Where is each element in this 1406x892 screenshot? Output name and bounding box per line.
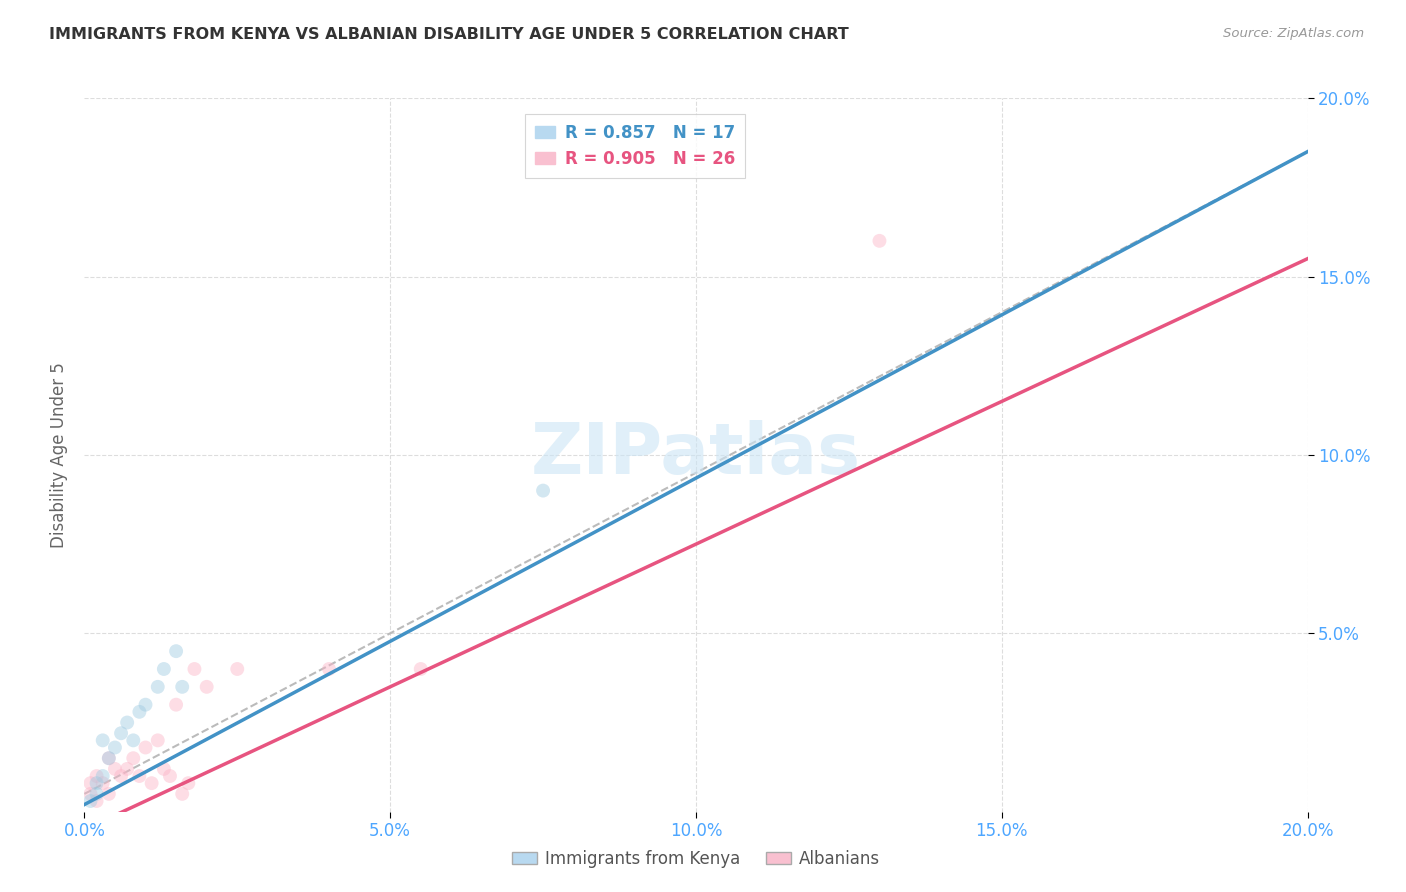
Text: Source: ZipAtlas.com: Source: ZipAtlas.com — [1223, 27, 1364, 40]
Point — [869, 234, 891, 248]
Point — [86, 776, 108, 790]
Point — [195, 680, 218, 694]
Point — [177, 776, 200, 790]
Point — [165, 644, 187, 658]
Point — [146, 680, 169, 694]
Point — [97, 787, 120, 801]
Point — [115, 762, 138, 776]
Point — [79, 776, 101, 790]
Point — [97, 751, 120, 765]
Point — [122, 733, 145, 747]
Point — [409, 662, 432, 676]
Point — [183, 662, 205, 676]
Point — [153, 662, 176, 676]
Point — [104, 740, 127, 755]
Point — [79, 787, 101, 801]
Point — [115, 715, 138, 730]
Text: ZIPatlas: ZIPatlas — [531, 420, 860, 490]
Point — [91, 769, 114, 783]
Point — [135, 740, 157, 755]
Point — [153, 762, 176, 776]
Point — [226, 662, 249, 676]
Point — [531, 483, 554, 498]
Legend: Immigrants from Kenya, Albanians: Immigrants from Kenya, Albanians — [505, 844, 887, 875]
Point — [91, 733, 114, 747]
Point — [159, 769, 181, 783]
Y-axis label: Disability Age Under 5: Disability Age Under 5 — [51, 362, 69, 548]
Point — [122, 751, 145, 765]
Point — [165, 698, 187, 712]
Point — [135, 698, 157, 712]
Point — [104, 762, 127, 776]
Point — [86, 769, 108, 783]
Point — [91, 776, 114, 790]
Point — [318, 662, 340, 676]
Point — [141, 776, 163, 790]
Point — [86, 787, 108, 801]
Point — [128, 705, 150, 719]
Point — [110, 769, 132, 783]
Point — [172, 680, 194, 694]
Point — [97, 751, 120, 765]
Point — [146, 733, 169, 747]
Point — [86, 794, 108, 808]
Point — [128, 769, 150, 783]
Point — [110, 726, 132, 740]
Point — [172, 787, 194, 801]
Point — [79, 794, 101, 808]
Text: IMMIGRANTS FROM KENYA VS ALBANIAN DISABILITY AGE UNDER 5 CORRELATION CHART: IMMIGRANTS FROM KENYA VS ALBANIAN DISABI… — [49, 27, 849, 42]
